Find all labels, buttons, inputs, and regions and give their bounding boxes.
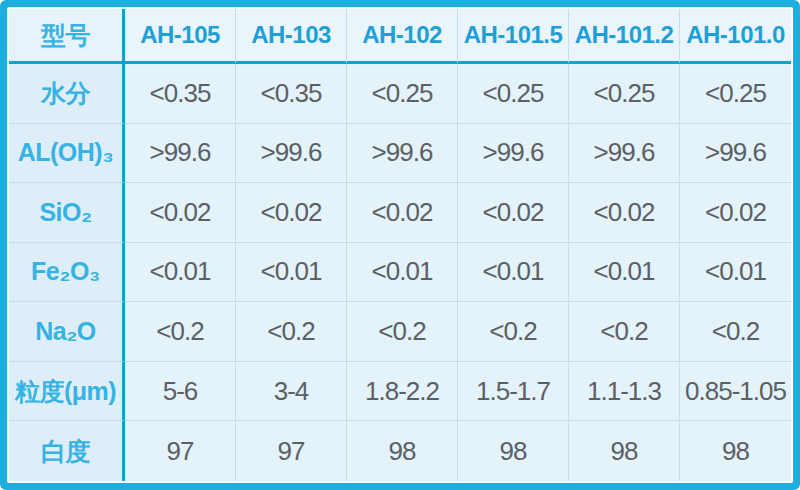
column-header-ah-101-5: AH-101.5: [458, 9, 569, 64]
spec-value: >99.6: [347, 124, 458, 184]
spec-value: <0.2: [125, 302, 236, 362]
corner-header-model: 型号: [9, 9, 125, 64]
column-header-ah-102: AH-102: [347, 9, 458, 64]
spec-value: <0.02: [125, 183, 236, 243]
spec-value: 0.85-1.05: [680, 362, 791, 422]
spec-value: <0.02: [680, 183, 791, 243]
spec-value: <0.01: [125, 243, 236, 303]
spec-value: <0.01: [569, 243, 680, 303]
spec-value: >99.6: [569, 124, 680, 184]
spec-table-page: 型号 AH-105 AH-103 AH-102 AH-101.5 AH-101.…: [0, 0, 800, 490]
spec-table-inner-border: 型号 AH-105 AH-103 AH-102 AH-101.5 AH-101.…: [7, 7, 793, 483]
spec-value: >99.6: [458, 124, 569, 184]
row-label-aloh3: AL(OH)₃: [9, 124, 125, 184]
spec-value: <0.2: [680, 302, 791, 362]
spec-value: <0.02: [236, 183, 347, 243]
row-label-sio2: SiO₂: [9, 183, 125, 243]
spec-value: <0.01: [680, 243, 791, 303]
column-header-ah-105: AH-105: [125, 9, 236, 64]
spec-value: <0.25: [680, 64, 791, 124]
spec-value: 98: [680, 421, 791, 481]
spec-value: <0.35: [125, 64, 236, 124]
spec-value: 1.8-2.2: [347, 362, 458, 422]
spec-value: <0.25: [458, 64, 569, 124]
spec-value: <0.25: [569, 64, 680, 124]
column-header-ah-103: AH-103: [236, 9, 347, 64]
spec-value: <0.02: [347, 183, 458, 243]
spec-value: <0.02: [458, 183, 569, 243]
spec-value: <0.2: [458, 302, 569, 362]
spec-value: <0.2: [569, 302, 680, 362]
spec-value: >99.6: [125, 124, 236, 184]
spec-value: 3-4: [236, 362, 347, 422]
column-header-ah-101-2: AH-101.2: [569, 9, 680, 64]
spec-value: <0.2: [347, 302, 458, 362]
row-label-particle-size: 粒度(μm): [9, 362, 125, 422]
row-label-fe2o3: Fe₂O₃: [9, 243, 125, 303]
spec-value: <0.02: [569, 183, 680, 243]
spec-value: >99.6: [236, 124, 347, 184]
spec-value: 1.5-1.7: [458, 362, 569, 422]
spec-value: <0.01: [236, 243, 347, 303]
spec-value: >99.6: [680, 124, 791, 184]
spec-value: 98: [347, 421, 458, 481]
spec-value: <0.01: [458, 243, 569, 303]
spec-value: 97: [236, 421, 347, 481]
spec-value: <0.2: [236, 302, 347, 362]
spec-value: 1.1-1.3: [569, 362, 680, 422]
row-label-moisture: 水分: [9, 64, 125, 124]
spec-value: 97: [125, 421, 236, 481]
spec-value: <0.35: [236, 64, 347, 124]
spec-table-frame: 型号 AH-105 AH-103 AH-102 AH-101.5 AH-101.…: [0, 0, 800, 490]
column-header-ah-101-0: AH-101.0: [680, 9, 791, 64]
row-label-whiteness: 白度: [9, 421, 125, 481]
spec-table: 型号 AH-105 AH-103 AH-102 AH-101.5 AH-101.…: [9, 9, 791, 481]
spec-value: 98: [458, 421, 569, 481]
spec-value: 5-6: [125, 362, 236, 422]
row-label-na2o: Na₂O: [9, 302, 125, 362]
spec-value: 98: [569, 421, 680, 481]
spec-value: <0.25: [347, 64, 458, 124]
spec-value: <0.01: [347, 243, 458, 303]
